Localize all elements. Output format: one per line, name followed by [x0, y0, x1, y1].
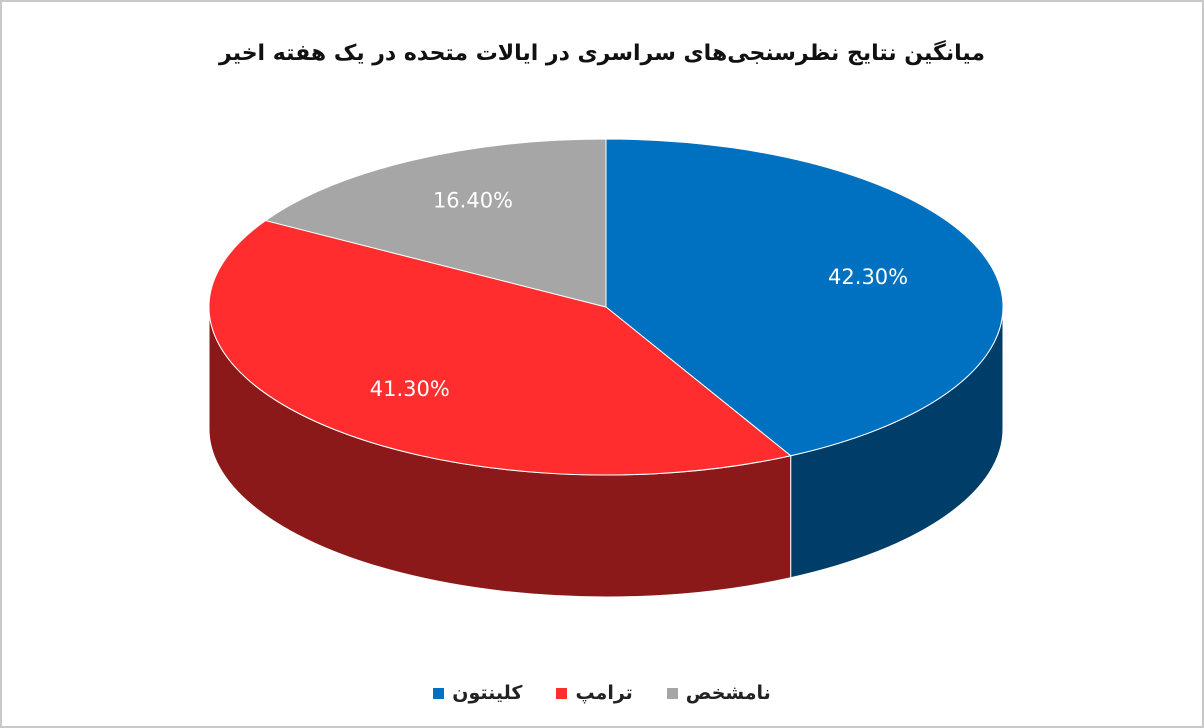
legend-swatch [666, 687, 678, 699]
pie-tops [208, 138, 1004, 476]
legend-label: نامشخص [685, 682, 771, 704]
legend-swatch [556, 687, 568, 699]
pie-slice [605, 138, 1004, 457]
chart-title: میانگین نتایج نظرسنجی‌های سراسری در ایال… [218, 39, 985, 66]
value-label: 41.30% [370, 377, 450, 401]
value-label: 16.40% [433, 189, 513, 213]
legend: کلینتون ترامپ نامشخص [2, 682, 1202, 704]
value-label: 42.30% [828, 265, 908, 289]
pie-slice [264, 138, 607, 308]
legend-label: ترامپ [575, 682, 633, 704]
legend-item: ترامپ [556, 682, 633, 704]
legend-swatch [433, 687, 445, 699]
legend-item: نامشخص [666, 682, 771, 704]
legend-label: کلینتون [452, 682, 523, 704]
pie-slice [208, 220, 792, 476]
legend-item: کلینتون [433, 682, 522, 704]
value-labels: 42.30% 41.30% 16.40% [370, 189, 908, 401]
